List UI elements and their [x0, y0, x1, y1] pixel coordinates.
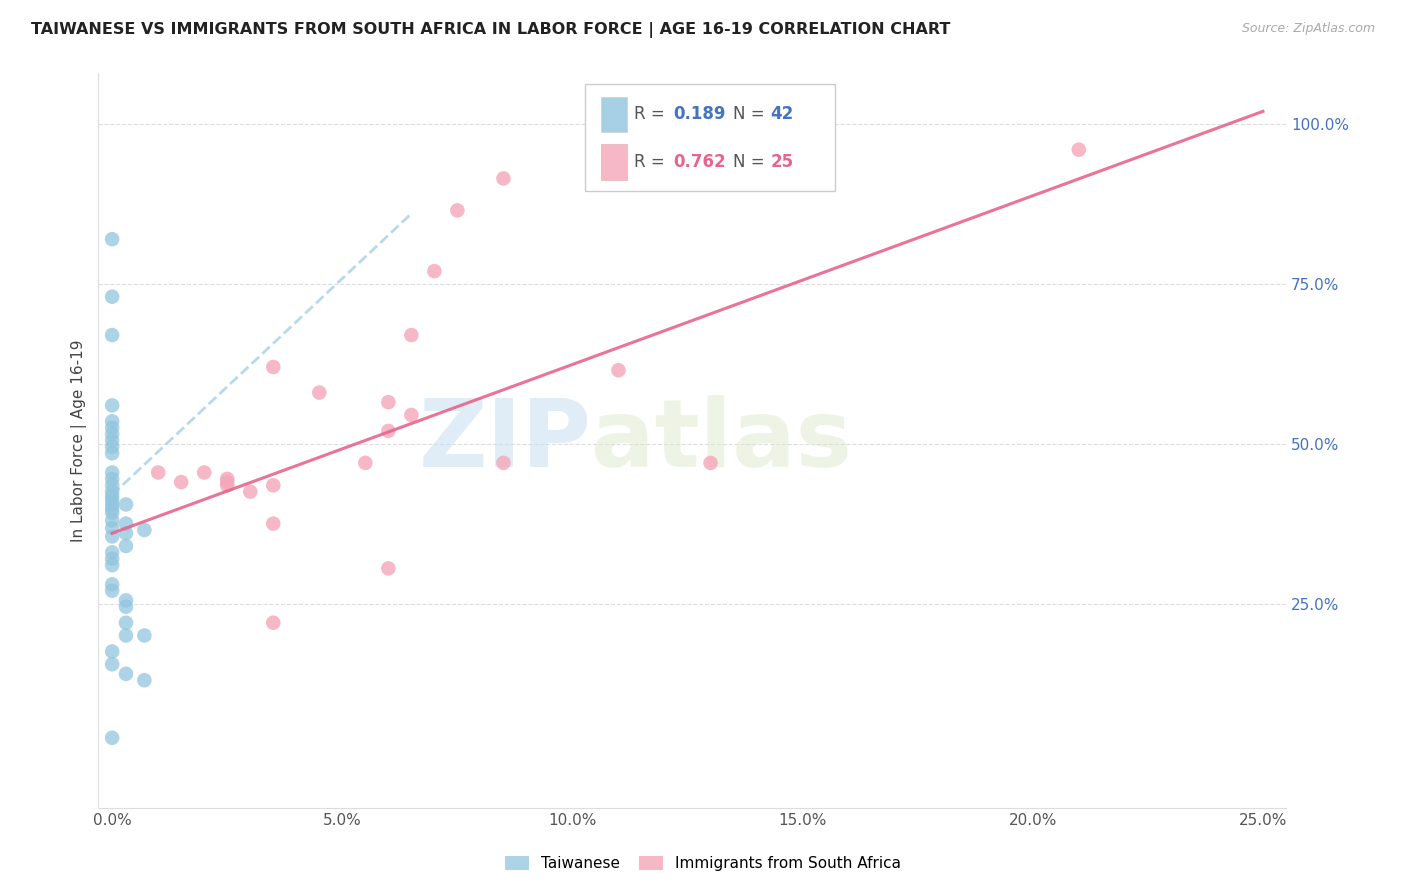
Bar: [600, 145, 627, 180]
Text: 25: 25: [770, 153, 793, 171]
Text: TAIWANESE VS IMMIGRANTS FROM SOUTH AFRICA IN LABOR FORCE | AGE 16-19 CORRELATION: TAIWANESE VS IMMIGRANTS FROM SOUTH AFRIC…: [31, 22, 950, 38]
Point: [101, 644, 124, 658]
Point: [115, 599, 138, 614]
Point: [101, 657, 124, 672]
Text: ZIP: ZIP: [419, 394, 591, 486]
Point: [134, 673, 156, 688]
Point: [101, 414, 124, 428]
Point: [101, 421, 124, 435]
Point: [101, 545, 124, 559]
Point: [115, 539, 138, 553]
Point: [262, 615, 284, 630]
Point: [101, 446, 124, 460]
Point: [101, 513, 124, 527]
Point: [423, 264, 446, 278]
Point: [115, 615, 138, 630]
Point: [101, 577, 124, 591]
Y-axis label: In Labor Force | Age 16-19: In Labor Force | Age 16-19: [72, 339, 87, 541]
Point: [101, 558, 124, 573]
Point: [699, 456, 721, 470]
Point: [134, 523, 156, 537]
Point: [262, 359, 284, 374]
Text: 0.762: 0.762: [673, 153, 725, 171]
Point: [115, 593, 138, 607]
Point: [262, 478, 284, 492]
Point: [377, 424, 399, 438]
Text: atlas: atlas: [591, 394, 852, 486]
Point: [101, 478, 124, 492]
Point: [217, 478, 239, 492]
Point: [101, 498, 124, 512]
Point: [101, 472, 124, 486]
Text: 42: 42: [770, 105, 794, 123]
Point: [354, 456, 377, 470]
Point: [170, 475, 193, 489]
Point: [101, 232, 124, 246]
Point: [239, 484, 262, 499]
Text: N =: N =: [733, 105, 769, 123]
Point: [446, 203, 468, 218]
Point: [607, 363, 630, 377]
Point: [101, 529, 124, 543]
Point: [101, 583, 124, 598]
Point: [101, 489, 124, 503]
Point: [377, 561, 399, 575]
Point: [262, 516, 284, 531]
Point: [101, 328, 124, 343]
Point: [101, 493, 124, 508]
Point: [101, 434, 124, 448]
Point: [115, 628, 138, 642]
Text: R =: R =: [634, 153, 671, 171]
Bar: [600, 97, 627, 132]
Point: [101, 502, 124, 516]
Text: R =: R =: [634, 105, 671, 123]
Point: [101, 466, 124, 480]
Point: [115, 516, 138, 531]
Point: [193, 466, 215, 480]
Point: [492, 456, 515, 470]
Point: [217, 472, 239, 486]
Point: [308, 385, 330, 400]
Point: [101, 506, 124, 520]
Point: [1067, 143, 1090, 157]
Point: [401, 408, 423, 422]
Point: [377, 395, 399, 409]
Text: Source: ZipAtlas.com: Source: ZipAtlas.com: [1241, 22, 1375, 36]
Point: [101, 484, 124, 499]
Text: N =: N =: [733, 153, 769, 171]
Point: [217, 475, 239, 489]
Point: [101, 290, 124, 304]
Point: [101, 521, 124, 535]
Point: [148, 466, 170, 480]
Point: [101, 440, 124, 454]
FancyBboxPatch shape: [585, 84, 835, 191]
Point: [101, 731, 124, 745]
Point: [101, 551, 124, 566]
Point: [492, 171, 515, 186]
Point: [115, 666, 138, 681]
Point: [101, 427, 124, 442]
Point: [101, 398, 124, 412]
Point: [115, 498, 138, 512]
Point: [134, 628, 156, 642]
Point: [401, 328, 423, 343]
Text: 0.189: 0.189: [673, 105, 725, 123]
Legend: Taiwanese, Immigrants from South Africa: Taiwanese, Immigrants from South Africa: [499, 849, 907, 877]
Point: [115, 526, 138, 541]
